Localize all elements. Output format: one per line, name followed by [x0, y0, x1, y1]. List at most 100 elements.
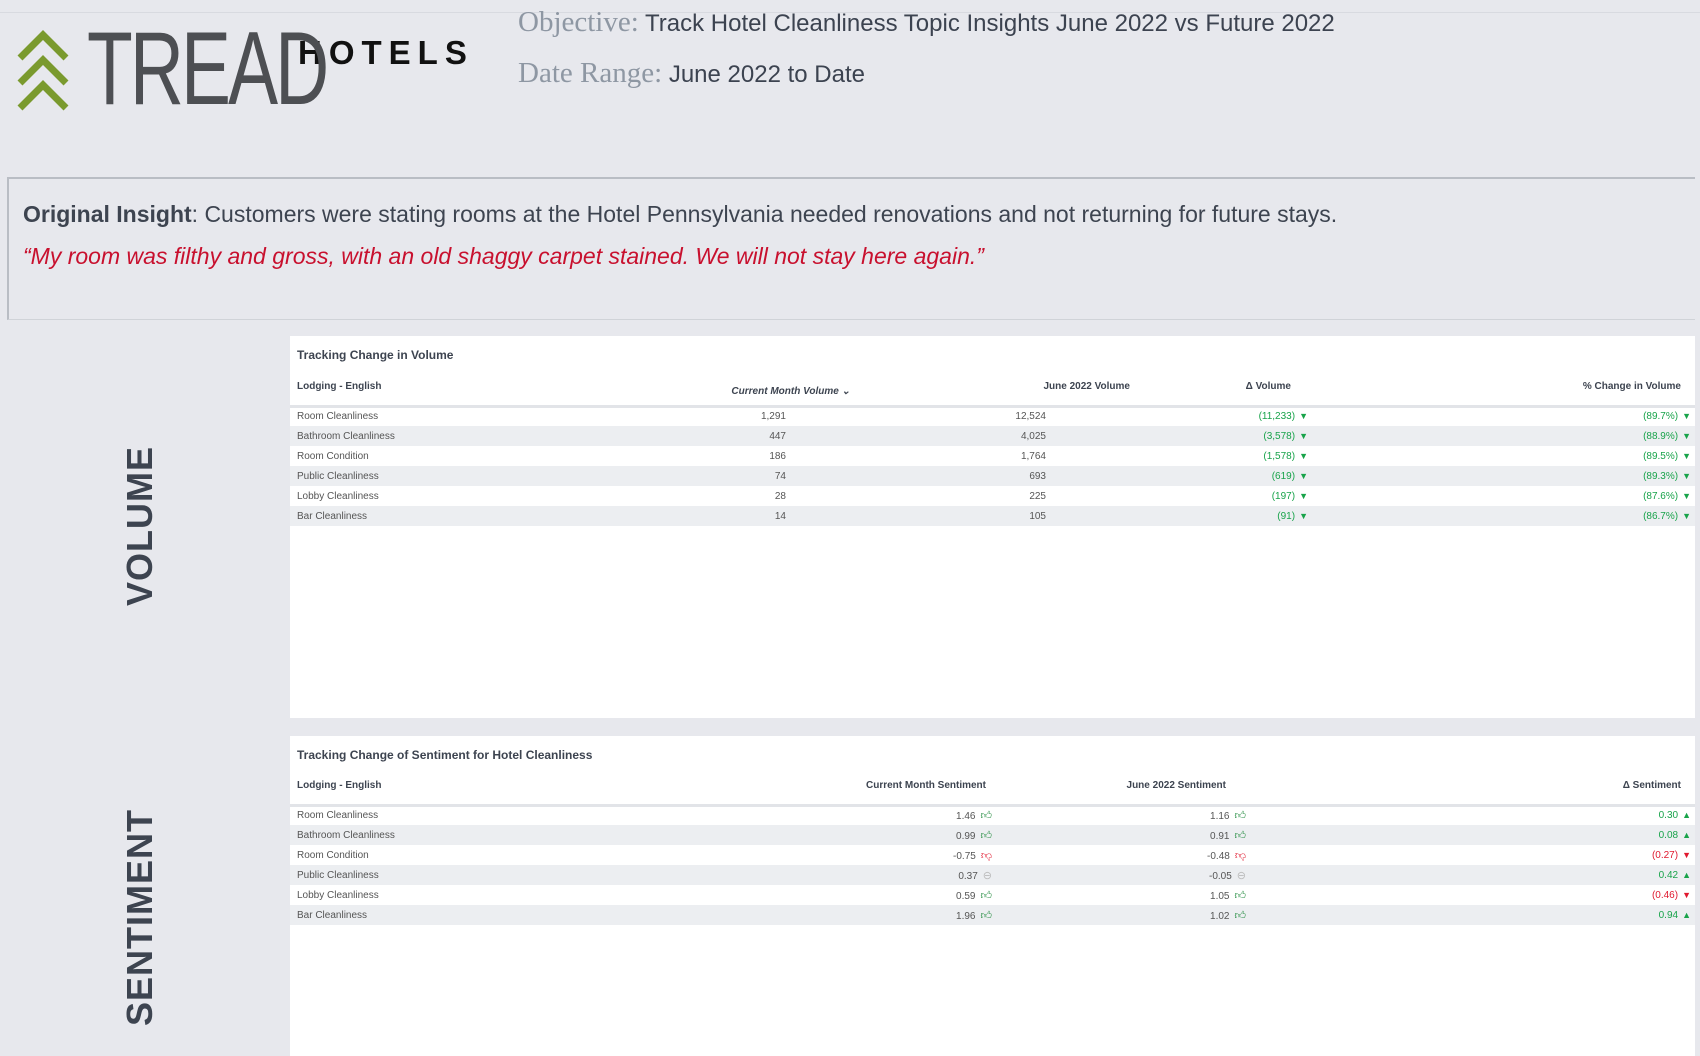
- june-sentiment: 0.91: [1210, 830, 1230, 842]
- delta-volume-cell: (619) ▼: [1136, 466, 1416, 486]
- current-sentiment-cell: 1.46 👍︎: [640, 805, 996, 825]
- row-name: Public Cleanliness: [290, 865, 640, 885]
- chevron-up-icon: [17, 30, 69, 111]
- current-sentiment: -0.75: [953, 850, 976, 862]
- table-row[interactable]: Bar Cleanliness 1.96 👍︎ 1.02 👍︎ 0.94 ▲: [290, 905, 1695, 925]
- current-volume: 28: [774, 490, 786, 502]
- delta-volume: (1,578): [1263, 450, 1296, 462]
- delta-sentiment-cell: (0.46) ▼: [1346, 885, 1695, 905]
- col-current-sentiment[interactable]: Current Month Sentiment: [640, 767, 996, 807]
- triangle-down-icon: ▼: [1682, 430, 1691, 441]
- june-volume: 4,025: [856, 426, 1136, 446]
- delta-volume: (91): [1277, 510, 1296, 522]
- triangle-down-icon: ▼: [1299, 470, 1308, 481]
- table-row[interactable]: Bathroom Cleanliness 0.99 👍︎ 0.91 👍︎ 0.08 ▲: [290, 825, 1695, 845]
- triangle-down-icon: ▼: [1299, 450, 1308, 461]
- table-row[interactable]: Room Condition -0.75 👎︎ -0.48 👎︎ (0.27) ▼: [290, 845, 1695, 865]
- delta-sentiment-cell: 0.08 ▲: [1346, 825, 1695, 845]
- pct-change: (88.9%): [1643, 430, 1679, 442]
- table-row[interactable]: Room Cleanliness 1,291 12,524 (11,233) ▼ …: [290, 406, 1695, 426]
- triangle-up-icon: ▲: [1682, 869, 1691, 880]
- row-name: Room Condition: [297, 450, 369, 462]
- col-june-volume[interactable]: June 2022 Volume: [856, 368, 1136, 408]
- pct-change: (89.5%): [1643, 450, 1679, 462]
- col-current-volume-label: Current Month Volume: [731, 385, 839, 397]
- pct-change-cell: (87.6%) ▼: [1416, 486, 1695, 506]
- table-row[interactable]: Bar Cleanliness 14 105 (91) ▼ (86.7%) ▼: [290, 506, 1695, 526]
- triangle-down-icon: ▼: [1299, 411, 1308, 422]
- triangle-up-icon: ▲: [1682, 829, 1691, 840]
- june-sentiment-cell: -0.48 👎︎: [996, 845, 1346, 865]
- current-volume: 74: [640, 466, 856, 486]
- triangle-down-icon: ▼: [1682, 510, 1691, 521]
- triangle-down-icon: ▼: [1682, 450, 1691, 461]
- table-row[interactable]: Public Cleanliness 74 693 (619) ▼ (89.3%)…: [290, 466, 1695, 486]
- table-row[interactable]: Bathroom Cleanliness 447 4,025 (3,578) ▼ …: [290, 426, 1695, 446]
- sentiment-section-label: SENTIMENT: [119, 808, 160, 1026]
- current-volume: 14: [640, 506, 856, 526]
- current-sentiment: 0.37: [958, 870, 978, 882]
- thumbs-up-icon: 👍︎: [980, 829, 993, 842]
- thumbs-down-icon: 👎︎: [1234, 849, 1246, 862]
- neutral-icon: ⊖: [982, 869, 992, 882]
- pct-change: (87.6%): [1643, 490, 1679, 502]
- col-lodging[interactable]: Lodging - English: [290, 767, 640, 807]
- table-row[interactable]: Room Condition 186 1,764 (1,578) ▼ (89.5%…: [290, 446, 1695, 466]
- row-name: Bar Cleanliness: [290, 506, 640, 526]
- table-row[interactable]: Lobby Cleanliness 28 225 (197) ▼ (87.6%) ▼: [290, 486, 1695, 506]
- row-name: Bar Cleanliness: [290, 905, 640, 925]
- table-row[interactable]: Lobby Cleanliness 0.59 👍︎ 1.05 👍︎ (0.46) ▼: [290, 885, 1695, 905]
- current-sentiment-cell: 0.99 👍︎: [640, 825, 996, 845]
- chevron-down-icon[interactable]: ⌄: [841, 385, 850, 397]
- delta-volume-cell: (91) ▼: [1136, 506, 1416, 526]
- date-range-text: June 2022 to Date: [668, 61, 865, 88]
- col-june-sentiment[interactable]: June 2022 Sentiment: [996, 767, 1346, 807]
- june-volume: 693: [856, 466, 1136, 486]
- row-name: Room Cleanliness: [297, 810, 379, 822]
- triangle-down-icon: ▼: [1682, 411, 1691, 422]
- delta-volume-cell: (11,233) ▼: [1136, 406, 1416, 426]
- current-sentiment-cell: -0.75 👎︎: [640, 845, 996, 865]
- delta-sentiment: 0.30: [1658, 810, 1679, 822]
- june-sentiment-cell: 1.05 👍︎: [996, 885, 1346, 905]
- objective-text: Track Hotel Cleanliness Topic Insights J…: [645, 10, 1335, 37]
- sentiment-table: Lodging - English Current Month Sentimen…: [290, 767, 1695, 925]
- june-sentiment-cell: -0.05 ⊖: [996, 865, 1346, 885]
- current-sentiment-cell: 0.59 👍︎: [640, 885, 996, 905]
- delta-volume: (3,578): [1263, 430, 1296, 442]
- delta-volume: (197): [1271, 490, 1296, 502]
- thumbs-up-icon: 👍︎: [1234, 889, 1247, 902]
- top-divider: [0, 12, 1700, 13]
- table-row[interactable]: Room Cleanliness 1.46 👍︎ 1.16 👍︎ 0.30 ▲: [290, 805, 1695, 825]
- delta-sentiment: 0.08: [1658, 829, 1679, 841]
- date-range-label: Date Range:: [518, 57, 663, 89]
- current-sentiment: 0.99: [956, 830, 976, 842]
- insight-label: Original Insight: [23, 201, 192, 227]
- june-volume: 1,764: [1020, 450, 1046, 462]
- delta-sentiment-cell: 0.42 ▲: [1346, 865, 1695, 885]
- col-delta-volume[interactable]: Δ Volume: [1136, 368, 1416, 408]
- delta-volume: (11,233): [1258, 411, 1296, 423]
- col-delta-sentiment[interactable]: Δ Sentiment: [1346, 767, 1695, 807]
- objective: Objective: Track Hotel Cleanliness Topic…: [518, 6, 1335, 39]
- col-lodging[interactable]: Lodging - English: [290, 368, 640, 408]
- thumbs-up-icon: 👍︎: [980, 909, 993, 922]
- pct-change: (89.7%): [1643, 411, 1679, 423]
- triangle-down-icon: ▼: [1299, 430, 1308, 441]
- current-volume: 1,291: [760, 411, 786, 423]
- triangle-down-icon: ▼: [1682, 490, 1691, 501]
- thumbs-up-icon: 👍︎: [1234, 829, 1247, 842]
- current-sentiment-cell: 0.37 ⊖: [640, 865, 996, 885]
- row-name: Public Cleanliness: [290, 466, 640, 486]
- pct-change: (89.3%): [1643, 470, 1679, 482]
- table-row[interactable]: Public Cleanliness 0.37 ⊖ -0.05 ⊖ 0.42 ▲: [290, 865, 1695, 885]
- current-sentiment: 1.46: [956, 811, 976, 823]
- col-current-volume[interactable]: Current Month Volume ⌄: [640, 368, 856, 408]
- thumbs-down-icon: 👎︎: [980, 849, 992, 862]
- col-pct-change[interactable]: % Change in Volume: [1416, 368, 1695, 408]
- delta-sentiment: 0.42: [1658, 869, 1679, 881]
- volume-table: Lodging - English Current Month Volume ⌄…: [290, 368, 1695, 526]
- pct-change-cell: (86.7%) ▼: [1416, 506, 1695, 526]
- june-sentiment-cell: 1.16 👍︎: [996, 805, 1346, 825]
- june-sentiment: 1.05: [1210, 890, 1230, 902]
